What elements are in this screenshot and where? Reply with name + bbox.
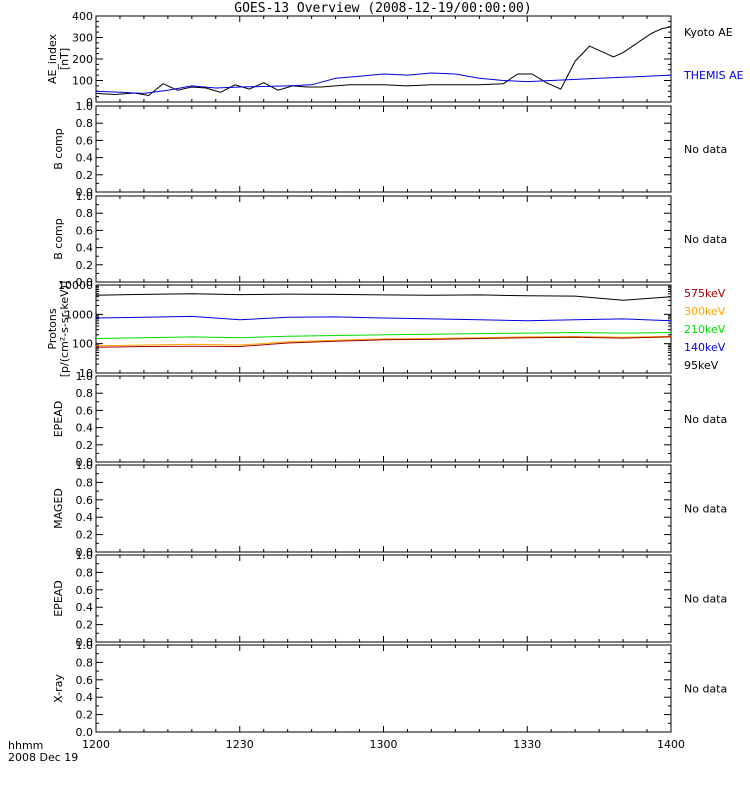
y-tick-label: 0.6 xyxy=(76,584,94,597)
y-tick-label: 0.0 xyxy=(76,186,94,199)
y-tick-label: 10000 xyxy=(58,279,93,292)
y-tick-label: 1.0 xyxy=(76,190,94,203)
y-tick-label: 100 xyxy=(72,338,93,351)
y-axis-label: [p/(cm²-s-sr-keV)] xyxy=(58,281,71,378)
legend-140kev: 140keV xyxy=(684,341,726,354)
y-tick-label: 200 xyxy=(72,53,93,66)
y-tick-label: 0.2 xyxy=(76,709,94,722)
y-tick-label: 0.4 xyxy=(76,601,94,614)
y-tick-label: 0.0 xyxy=(76,546,94,559)
y-tick-label: 1.0 xyxy=(76,100,94,113)
page-title: GOES-13 Overview (2008-12-19/00:00:00) xyxy=(234,1,532,16)
no-data-label: No data xyxy=(684,593,727,606)
panel-frame-7 xyxy=(95,554,672,643)
y-tick-label: 0.6 xyxy=(76,224,94,237)
panel-frame-5 xyxy=(95,375,672,463)
y-tick-label: 0.2 xyxy=(76,439,94,452)
y-tick-label: 0.6 xyxy=(76,674,94,687)
y-tick-label: 0 xyxy=(86,96,93,109)
panel-frame-3 xyxy=(95,195,672,283)
y-tick-label: 0.0 xyxy=(76,276,94,289)
x-tick-label: 1330 xyxy=(513,738,541,751)
y-tick-label: 10 xyxy=(79,367,93,380)
series-line-themis-ae xyxy=(95,72,672,94)
y-tick-label: 0.6 xyxy=(76,404,94,417)
series-line-575kev xyxy=(95,336,672,348)
y-tick-label: 0.4 xyxy=(76,152,94,165)
legend-210kev: 210keV xyxy=(684,323,726,336)
no-data-label: No data xyxy=(684,503,727,516)
legend-themis-ae: THEMIS AE xyxy=(683,69,744,82)
y-tick-label: 1.0 xyxy=(76,459,94,472)
y-tick-label: 1.0 xyxy=(76,639,94,652)
y-tick-label: 1000 xyxy=(65,308,93,321)
y-axis-label: EPEAD xyxy=(52,580,65,617)
y-tick-label: 0.4 xyxy=(76,691,94,704)
legend-95kev: 95keV xyxy=(684,359,719,372)
y-axis-label: MAGED xyxy=(52,488,65,529)
y-axis-label: B comp xyxy=(52,128,65,170)
y-axis-label: EPEAD xyxy=(52,401,65,438)
legend-575kev: 575keV xyxy=(684,287,726,300)
panel-frame-8 xyxy=(95,644,672,733)
y-tick-label: 0.0 xyxy=(76,636,94,649)
y-axis-label: AE_index xyxy=(46,33,59,84)
date-label: 2008 Dec 19 xyxy=(8,751,79,764)
x-tick-label: 1400 xyxy=(657,738,685,751)
y-tick-label: 0.2 xyxy=(76,619,94,632)
y-tick-label: 0.8 xyxy=(76,656,94,669)
y-axis-label: Protons xyxy=(46,308,59,349)
series-line-210kev xyxy=(95,331,672,339)
no-data-label: No data xyxy=(684,233,727,246)
y-tick-label: 0.6 xyxy=(76,494,94,507)
y-tick-label: 0.8 xyxy=(76,387,94,400)
y-tick-label: 0.8 xyxy=(76,566,94,579)
series-line-300kev xyxy=(95,335,672,347)
x-tick-label: 1300 xyxy=(370,738,398,751)
no-data-label: No data xyxy=(684,143,727,156)
panel-frame-4 xyxy=(95,284,672,374)
y-tick-label: 400 xyxy=(72,10,93,23)
panel-frame-2 xyxy=(95,105,672,193)
x-tick-label: 1230 xyxy=(226,738,254,751)
y-tick-label: 0.4 xyxy=(76,242,94,255)
y-tick-label: 1.0 xyxy=(76,549,94,562)
y-axis-label: X-ray xyxy=(52,674,65,703)
y-tick-label: 0.4 xyxy=(76,511,94,524)
y-tick-label: 0.8 xyxy=(76,207,94,220)
y-tick-label: 300 xyxy=(72,32,93,45)
y-axis-label: B comp xyxy=(52,218,65,260)
series-line-140kev xyxy=(95,315,672,322)
y-tick-label: 0.4 xyxy=(76,422,94,435)
time-format-label: hhmm xyxy=(8,739,44,752)
panel-frame-6 xyxy=(95,464,672,553)
legend-300kev: 300keV xyxy=(684,305,726,318)
no-data-label: No data xyxy=(684,683,727,696)
y-tick-label: 100 xyxy=(72,75,93,88)
x-tick-label: 1200 xyxy=(82,738,110,751)
y-tick-label: 1.0 xyxy=(76,370,94,383)
y-tick-label: 0.2 xyxy=(76,259,94,272)
y-tick-label: 0.2 xyxy=(76,529,94,542)
y-tick-label: 0.0 xyxy=(76,456,94,469)
y-tick-label: 0.6 xyxy=(76,134,94,147)
legend-kyoto-ae: Kyoto AE xyxy=(684,26,733,39)
series-line-95kev xyxy=(95,293,672,301)
y-tick-label: 0.2 xyxy=(76,169,94,182)
y-tick-label: 0.8 xyxy=(76,476,94,489)
y-tick-label: 0.0 xyxy=(76,726,94,739)
y-tick-label: 0.8 xyxy=(76,117,94,130)
y-axis-label: [nT] xyxy=(58,48,71,70)
series-line-kyoto-ae xyxy=(95,26,672,97)
no-data-label: No data xyxy=(684,413,727,426)
